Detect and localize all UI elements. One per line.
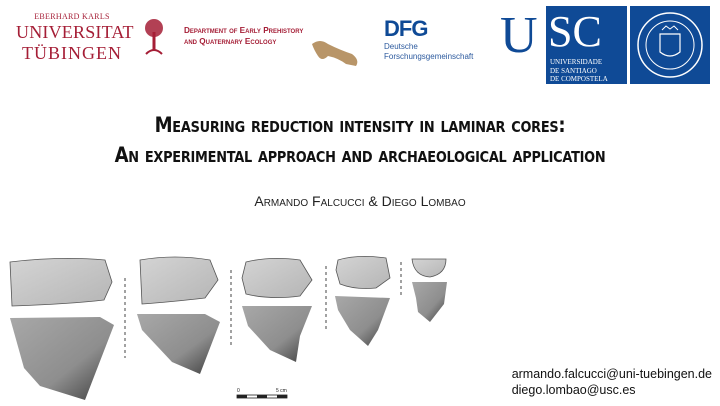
core-1 (9, 258, 114, 400)
tree-icon (145, 19, 163, 55)
core-2 (137, 256, 220, 374)
logo-text: EBERHARD KARLS (34, 12, 110, 21)
tubingen-logo: EBERHARD KARLS UNIVERSITAT TÜBINGEN (16, 12, 134, 64)
logo-text: Department of Early Prehistory (184, 26, 304, 35)
email-lombao[interactable]: diego.lombao@usc.es (511, 383, 636, 397)
usc-logo: SC UNIVERSIDADE DE SANTIAGO DE COMPOSTEL… (546, 6, 627, 84)
core-5 (411, 258, 447, 322)
contact-emails: armando.falcucci@uni-tuebingen.de diego.… (512, 366, 712, 398)
horse-figurine-icon (312, 41, 358, 66)
core-4 (335, 256, 391, 346)
email-falcucci[interactable]: armando.falcucci@uni-tuebingen.de (511, 367, 712, 381)
department-logo: Department of Early Prehistory and Quate… (184, 25, 303, 47)
scale-bar: 0 5 cm (236, 388, 288, 399)
logo-text: DFG (384, 16, 428, 41)
logo-text: UNIVERSIDADE (550, 58, 603, 66)
logo-text: UNIVERSITAT (16, 22, 134, 42)
logo-text: TÜBINGEN (22, 43, 122, 63)
cores-figure: 0 5 cm (9, 256, 447, 400)
dfg-logo: DFG Deutsche Forschungsgemeinschaft (384, 16, 473, 62)
authors: Armando Falcucci & Diego Lombao (254, 193, 466, 209)
title-line-1: Measuring reduction intensity in laminar… (154, 113, 566, 137)
core-3 (241, 258, 313, 362)
scale-end-label: 5 cm (276, 388, 287, 394)
logo-text: Forschungsgemeinschaft (384, 52, 474, 61)
logo-text: SC (548, 7, 602, 56)
logo-text: Deutsche (384, 42, 418, 51)
seal-icon (637, 12, 703, 78)
title-line-2: An experimental approach and archaeologi… (114, 143, 606, 167)
usc-logo-u: U (500, 7, 538, 64)
usc-seal (630, 6, 710, 84)
logo-text: DE COMPOSTELA (550, 75, 608, 83)
logo-text: DE SANTIAGO (550, 66, 597, 75)
logo-text: and Quaternary Ecology (184, 37, 277, 46)
scale-start-label: 0 (237, 388, 240, 394)
